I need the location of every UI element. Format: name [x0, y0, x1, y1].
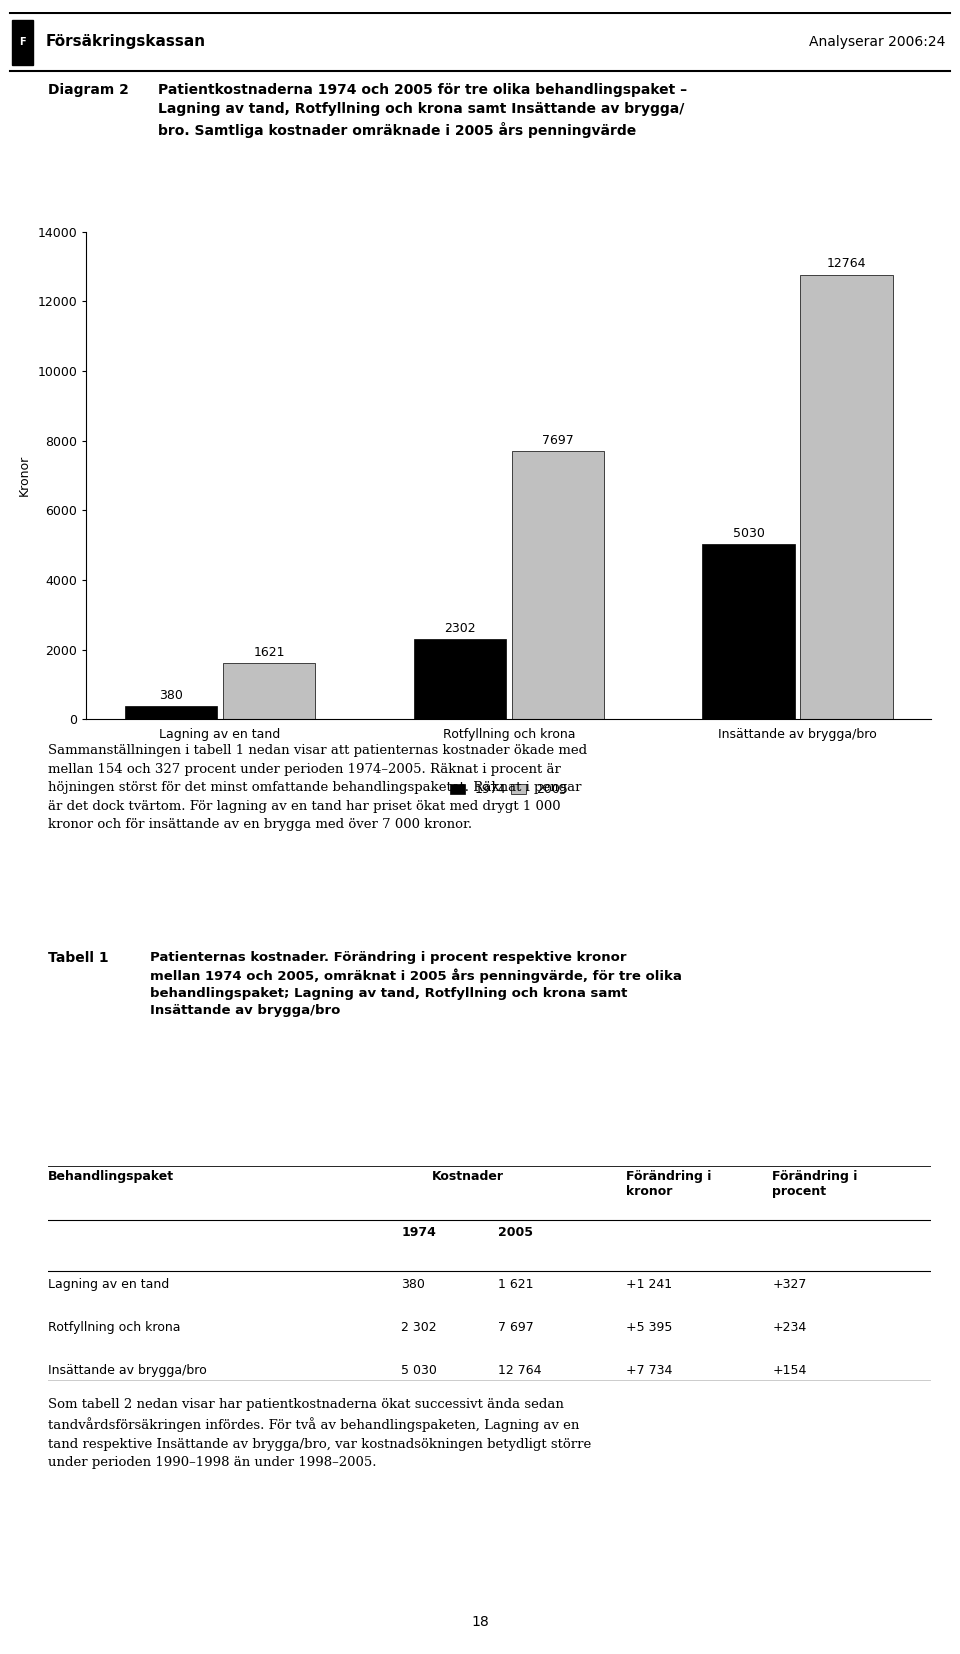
Text: Kostnader: Kostnader: [431, 1171, 503, 1183]
Text: Rotfyllning och krona: Rotfyllning och krona: [48, 1322, 180, 1333]
Text: 1 621: 1 621: [498, 1279, 534, 1290]
Y-axis label: Kronor: Kronor: [17, 455, 31, 496]
Text: Lagning av en tand: Lagning av en tand: [48, 1279, 169, 1290]
Text: +154: +154: [772, 1365, 806, 1376]
Text: 1974: 1974: [401, 1226, 436, 1239]
Bar: [512, 452, 604, 719]
Bar: [223, 663, 315, 719]
Text: Patienternas kostnader. Förändring i procent respektive kronor
mellan 1974 och 2: Patienternas kostnader. Förändring i pro…: [150, 951, 682, 1017]
Text: 7697: 7697: [542, 433, 574, 447]
Text: +5 395: +5 395: [627, 1322, 673, 1333]
Text: 5030: 5030: [732, 528, 764, 539]
Text: 18: 18: [471, 1616, 489, 1629]
Text: Förändring i
kronor: Förändring i kronor: [627, 1171, 712, 1199]
Text: 7 697: 7 697: [498, 1322, 534, 1333]
Text: 380: 380: [159, 690, 183, 701]
Text: +327: +327: [772, 1279, 806, 1290]
Text: 2302: 2302: [444, 622, 475, 635]
Text: 12764: 12764: [827, 258, 866, 271]
Text: F: F: [19, 36, 25, 46]
Text: 380: 380: [401, 1279, 425, 1290]
Text: Förändring i
procent: Förändring i procent: [772, 1171, 857, 1199]
Text: Som tabell 2 nedan visar har patientkostnaderna ökat successivt ända sedan
tandv: Som tabell 2 nedan visar har patientkost…: [48, 1398, 591, 1469]
Text: Sammanställningen i tabell 1 nedan visar att patienternas kostnader ökade med
me: Sammanställningen i tabell 1 nedan visar…: [48, 744, 588, 832]
Text: Insättande av brygga/bro: Insättande av brygga/bro: [48, 1365, 206, 1376]
Bar: [414, 638, 506, 719]
Text: Diagram 2: Diagram 2: [48, 83, 129, 96]
Text: Patientkostnaderna 1974 och 2005 för tre olika behandlingspaket –
Lagning av tan: Patientkostnaderna 1974 och 2005 för tre…: [158, 83, 687, 137]
Text: 5 030: 5 030: [401, 1365, 437, 1376]
Bar: [12, 20, 33, 65]
Text: 1621: 1621: [253, 645, 285, 658]
Text: +234: +234: [772, 1322, 806, 1333]
Text: +1 241: +1 241: [627, 1279, 673, 1290]
Text: Försäkringskassan: Försäkringskassan: [46, 35, 206, 50]
Text: 2 302: 2 302: [401, 1322, 437, 1333]
Text: 2005: 2005: [498, 1226, 534, 1239]
Bar: [703, 544, 795, 719]
Text: +7 734: +7 734: [627, 1365, 673, 1376]
Bar: [801, 275, 893, 719]
Text: 12 764: 12 764: [498, 1365, 542, 1376]
Legend: 1974, 2005: 1974, 2005: [444, 777, 573, 801]
Bar: [125, 706, 217, 719]
Text: Behandlingspaket: Behandlingspaket: [48, 1171, 174, 1183]
Text: Tabell 1: Tabell 1: [48, 951, 108, 964]
Text: Analyserar 2006:24: Analyserar 2006:24: [809, 35, 946, 48]
